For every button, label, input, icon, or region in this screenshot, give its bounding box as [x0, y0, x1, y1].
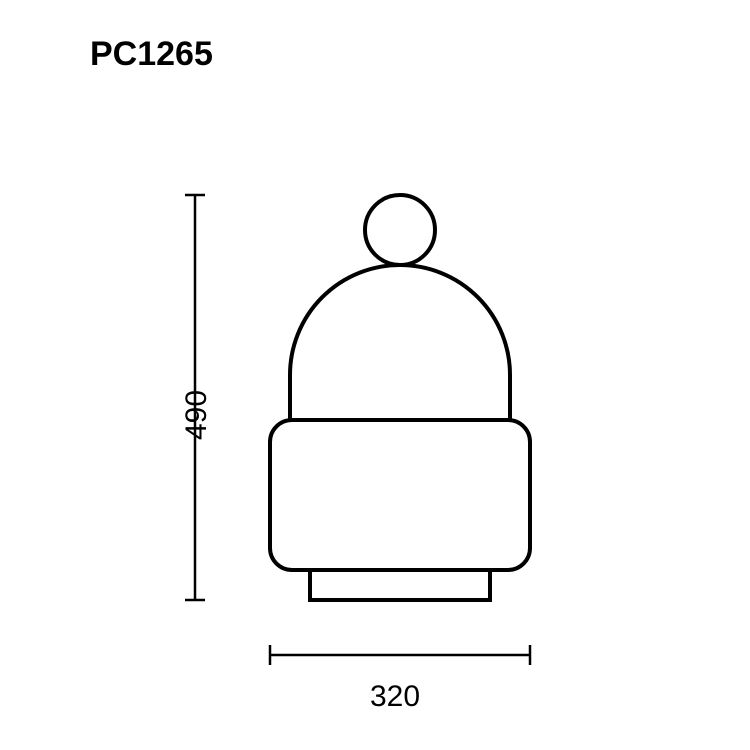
- top-sphere: [365, 195, 435, 265]
- height-dimension-label: 490: [180, 390, 214, 440]
- body: [270, 420, 530, 570]
- foot: [310, 570, 490, 600]
- technical-drawing: [0, 0, 750, 750]
- width-dimension-label: 320: [370, 680, 420, 714]
- dome: [290, 265, 510, 420]
